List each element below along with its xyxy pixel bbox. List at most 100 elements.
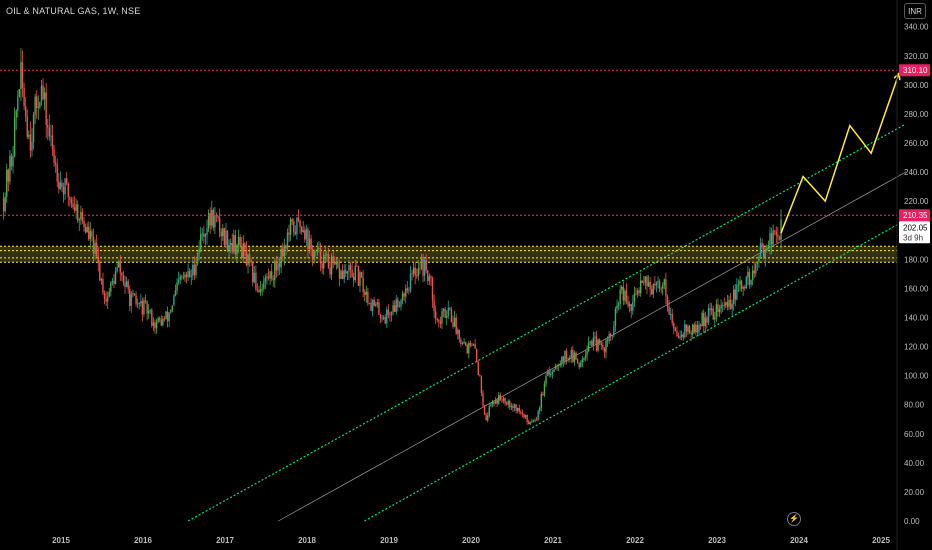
candle-body: [296, 217, 298, 235]
candle-body: [460, 339, 462, 345]
candle-body: [523, 414, 525, 418]
price-tag: [899, 221, 930, 244]
candle-body: [69, 197, 71, 200]
candle-body: [419, 268, 421, 270]
projection-path: [780, 73, 900, 234]
candle-body: [537, 411, 539, 421]
candle-body: [184, 274, 186, 278]
y-tick-label: 80.00: [904, 401, 925, 410]
candle-body: [138, 303, 140, 305]
y-tick-label: 320.00: [904, 52, 929, 61]
y-tick-label: 240.00: [904, 168, 929, 177]
candle-body: [570, 349, 572, 358]
x-tick-label: 2019: [380, 536, 398, 545]
candle-body: [193, 264, 196, 275]
candle-body: [608, 333, 610, 342]
candle-body: [173, 295, 175, 306]
candle-body: [520, 411, 522, 414]
candle-body: [600, 343, 602, 346]
candle-body: [94, 242, 96, 254]
candle-body: [95, 242, 98, 257]
candle-body: [436, 318, 438, 320]
candle-body: [551, 372, 554, 375]
candle-body: [209, 213, 211, 226]
candle-body: [381, 318, 383, 319]
candle-body: [155, 322, 158, 329]
candle-body: [70, 199, 73, 204]
candle-body: [50, 135, 52, 137]
candle-body: [371, 299, 374, 311]
candle-body: [229, 242, 232, 246]
candle-body: [673, 323, 675, 329]
candle-body: [157, 318, 159, 323]
lightning-icon[interactable]: ⚡: [787, 512, 801, 526]
candle-body: [272, 278, 274, 281]
candle-body: [368, 302, 371, 304]
candle-body: [567, 358, 569, 360]
candle-body: [546, 371, 549, 376]
candle-body: [346, 271, 349, 274]
candle-body: [105, 298, 107, 302]
candle-body: [36, 96, 38, 108]
candle-body: [468, 342, 470, 354]
price-tag-label: 310.10: [903, 66, 928, 75]
candle-body: [592, 337, 595, 346]
candle-body: [100, 279, 103, 281]
candle-body: [668, 306, 670, 315]
candle-body: [597, 339, 599, 351]
candle-body: [181, 276, 183, 278]
candle-body: [428, 276, 431, 282]
candle-body: [226, 230, 229, 251]
candle-body: [143, 300, 145, 315]
candle-body: [487, 415, 489, 421]
currency-button[interactable]: INR: [904, 3, 926, 19]
candle-body: [556, 365, 558, 367]
candle-body: [308, 238, 311, 250]
candle-body: [297, 217, 300, 221]
candle-body: [471, 345, 473, 347]
candle-body: [152, 322, 155, 326]
candle-body: [748, 271, 751, 285]
candle-body: [214, 215, 216, 228]
candle-body: [584, 355, 587, 359]
candle-body: [632, 301, 634, 311]
candle-body: [330, 256, 333, 275]
candle-body: [64, 178, 66, 195]
candle-body: [721, 304, 724, 306]
candle-body: [710, 308, 713, 311]
candle-body: [294, 232, 297, 235]
candle-body: [110, 282, 112, 292]
candle-body: [382, 317, 385, 319]
candle-body: [252, 262, 254, 283]
candle-body: [726, 302, 729, 307]
candle-body: [245, 249, 248, 265]
price-tag-label: 210.35: [903, 211, 928, 220]
candle-body: [18, 89, 21, 98]
candle-body: [442, 308, 445, 312]
candle-body: [114, 271, 117, 284]
candle-body: [576, 359, 579, 364]
candle-body: [561, 356, 563, 365]
candle-body: [67, 183, 69, 198]
candle-body: [45, 92, 47, 125]
candle-body: [135, 295, 137, 304]
candle-body: [151, 310, 153, 326]
candle-body: [750, 280, 752, 285]
candle-body: [302, 230, 304, 233]
candle-body: [414, 267, 416, 276]
candle-body: [395, 299, 397, 312]
candle-body: [357, 265, 360, 286]
candle-body: [595, 336, 598, 351]
y-tick-label: 220.00: [904, 197, 929, 206]
candle-body: [237, 236, 240, 246]
candle-body: [285, 245, 287, 249]
candle-body: [133, 293, 136, 296]
candle-body: [490, 404, 492, 407]
candle-body: [684, 324, 686, 338]
candle-body: [332, 256, 334, 261]
candle-body: [452, 322, 454, 327]
candle-body: [261, 289, 263, 290]
candle-body: [182, 276, 185, 278]
candle-body: [118, 261, 120, 268]
